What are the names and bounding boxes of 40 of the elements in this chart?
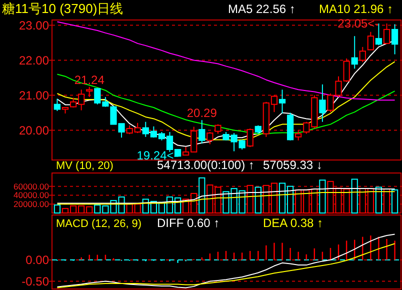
text: MA5 22.56 ↑ xyxy=(228,2,296,16)
y-tick-label: 0.00 xyxy=(26,253,50,268)
y-tick-label: -0.50 xyxy=(22,274,50,288)
candlestick xyxy=(86,86,93,98)
y-tick-label: 21.00 xyxy=(18,88,50,102)
candlestick xyxy=(54,98,61,112)
candlestick xyxy=(391,24,398,55)
chart-title: MACD (12, 26, 9) xyxy=(56,218,142,230)
candlestick xyxy=(319,84,326,122)
line-series xyxy=(56,188,396,204)
candlestick xyxy=(295,130,302,141)
annotation: 57059.33 ↓ xyxy=(263,158,322,172)
y-tick-label: 20.00 xyxy=(18,123,50,138)
candlestick xyxy=(359,46,366,62)
line-series xyxy=(56,243,396,288)
line-series xyxy=(56,191,396,205)
candlestick xyxy=(206,132,214,145)
y-tick-label: 60000.00 xyxy=(14,181,50,192)
candlestick xyxy=(214,124,222,134)
candlestick xyxy=(367,31,374,51)
chart-title: 糖11号10 (3790)日线 xyxy=(2,1,124,16)
line-series xyxy=(56,21,396,101)
y-tick-label: 22.00 xyxy=(18,53,50,68)
candlestick xyxy=(383,23,390,44)
y-tick-label: 23.00 xyxy=(18,18,50,32)
candlestick xyxy=(351,36,358,70)
y-tick-label: 40000.00 xyxy=(14,190,50,200)
line-series xyxy=(56,234,396,288)
annotation: 21.24 xyxy=(74,72,105,87)
text: DIFF 0.60 ↑ xyxy=(157,216,220,230)
chart-title: MV (10, 20) xyxy=(56,160,114,172)
text: MA10 21.96 ↑ xyxy=(319,2,394,16)
candlestick xyxy=(278,89,286,114)
annotation: 23.05<- xyxy=(338,16,379,31)
text: DEA 0.38 ↑ xyxy=(263,216,324,230)
annotation: 20.29 xyxy=(186,106,218,120)
annotation: 54713.00(0:100) ↑ xyxy=(157,158,254,172)
candlestick xyxy=(246,128,254,148)
candlestick xyxy=(198,120,206,144)
y-tick-label: 20000.00 xyxy=(14,199,50,210)
